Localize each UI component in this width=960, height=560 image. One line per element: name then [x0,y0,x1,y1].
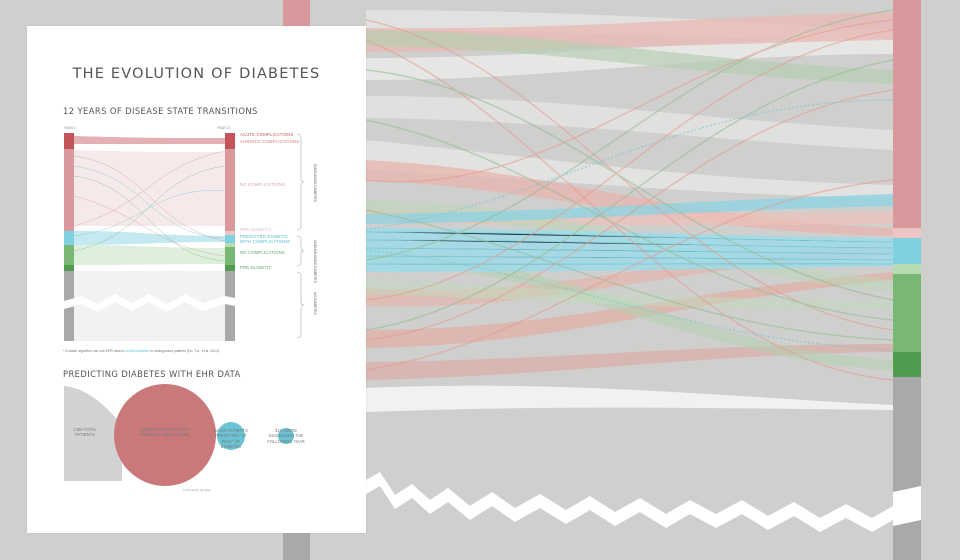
caption-diagnosed: 31% WERE DIAGNOSED THE FOLLOWING YEAR [267,428,305,444]
footnote-link[interactable]: predict diabetes [125,349,150,353]
state-label: NO COMPLICATIONS [240,182,286,187]
mini-flow-diagram [64,133,305,486]
year-right-label: YEAR 12 [217,126,231,130]
caption-at-risk: 54,000 PATIENTS PREDICTED "AT RISK" OF D… [214,428,248,450]
axis-break-band [366,472,893,532]
state-label: PRE-DIABETIC [240,227,272,232]
state-label: WITH COMPLICATIONS [240,239,290,244]
state-label: NO COMPLICATIONS [240,250,286,255]
section-transitions-title: 12 YEARS OF DISEASE STATE TRANSITIONS [63,106,258,116]
state-label: PREDICTED DIABETIC [240,234,289,239]
at-risk-circle [217,422,245,450]
state-label: ACUTE COMPLICATIONS [240,132,294,137]
diagnosed-circle [278,428,294,444]
year-left-label: YEAR 0 [64,126,76,130]
state-label: PRE-DIABETIC [240,265,272,270]
caption-indications: 440,000 PATIENTS WITH DIABETES INDICATIO… [140,427,190,438]
total-patients-shape [64,386,122,481]
section-predicting-title: PREDICTING DIABETES WITH EHR DATA [63,369,241,379]
left-axis-bar [283,0,310,30]
group-label: NO DIABETES [313,292,317,315]
diabetes-indications-circle [114,384,216,486]
right-axis-bar [893,0,921,560]
credit: © 2015 Heidi. All rights [182,488,211,492]
state-label: CHRONIC COMPLICATIONS [240,139,300,144]
caption-total: 2.5M TOTAL PATIENTS [73,427,97,438]
poster-title: THE EVOLUTION OF DIABETES [72,66,321,82]
poster: THE EVOLUTION OF DIABETES 12 YEARS OF DI… [27,26,366,533]
group-label: DIAGNOSED DIABETES [313,164,317,203]
footnote: * A stable algorithm can use EHR data to… [63,349,220,353]
group-label: UNDIAGNOSED DIABETES [313,240,317,283]
